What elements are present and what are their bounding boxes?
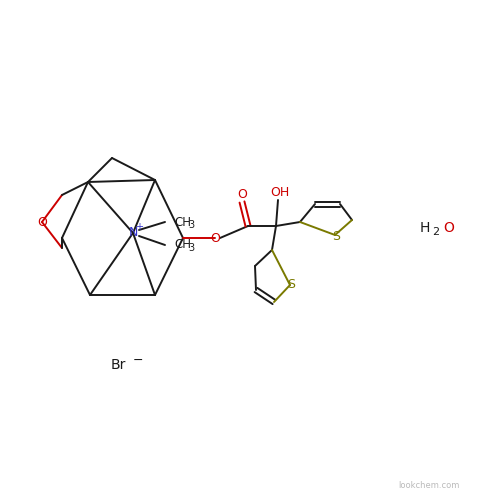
Text: +: + xyxy=(135,222,143,232)
Text: O: O xyxy=(210,232,220,244)
Text: O: O xyxy=(37,216,47,228)
Text: N: N xyxy=(128,226,138,239)
Text: −: − xyxy=(133,354,143,366)
Text: CH: CH xyxy=(174,238,191,252)
Text: 2: 2 xyxy=(432,227,440,237)
Text: O: O xyxy=(443,221,454,235)
Text: OH: OH xyxy=(270,186,289,198)
Text: S: S xyxy=(287,278,295,291)
Text: 3: 3 xyxy=(188,220,194,230)
Text: CH: CH xyxy=(174,216,191,228)
Text: S: S xyxy=(332,230,340,242)
Text: Br: Br xyxy=(110,358,126,372)
Text: lookchem.com: lookchem.com xyxy=(398,480,460,490)
Text: O: O xyxy=(237,188,247,202)
Text: H: H xyxy=(420,221,430,235)
Text: 3: 3 xyxy=(188,243,194,253)
